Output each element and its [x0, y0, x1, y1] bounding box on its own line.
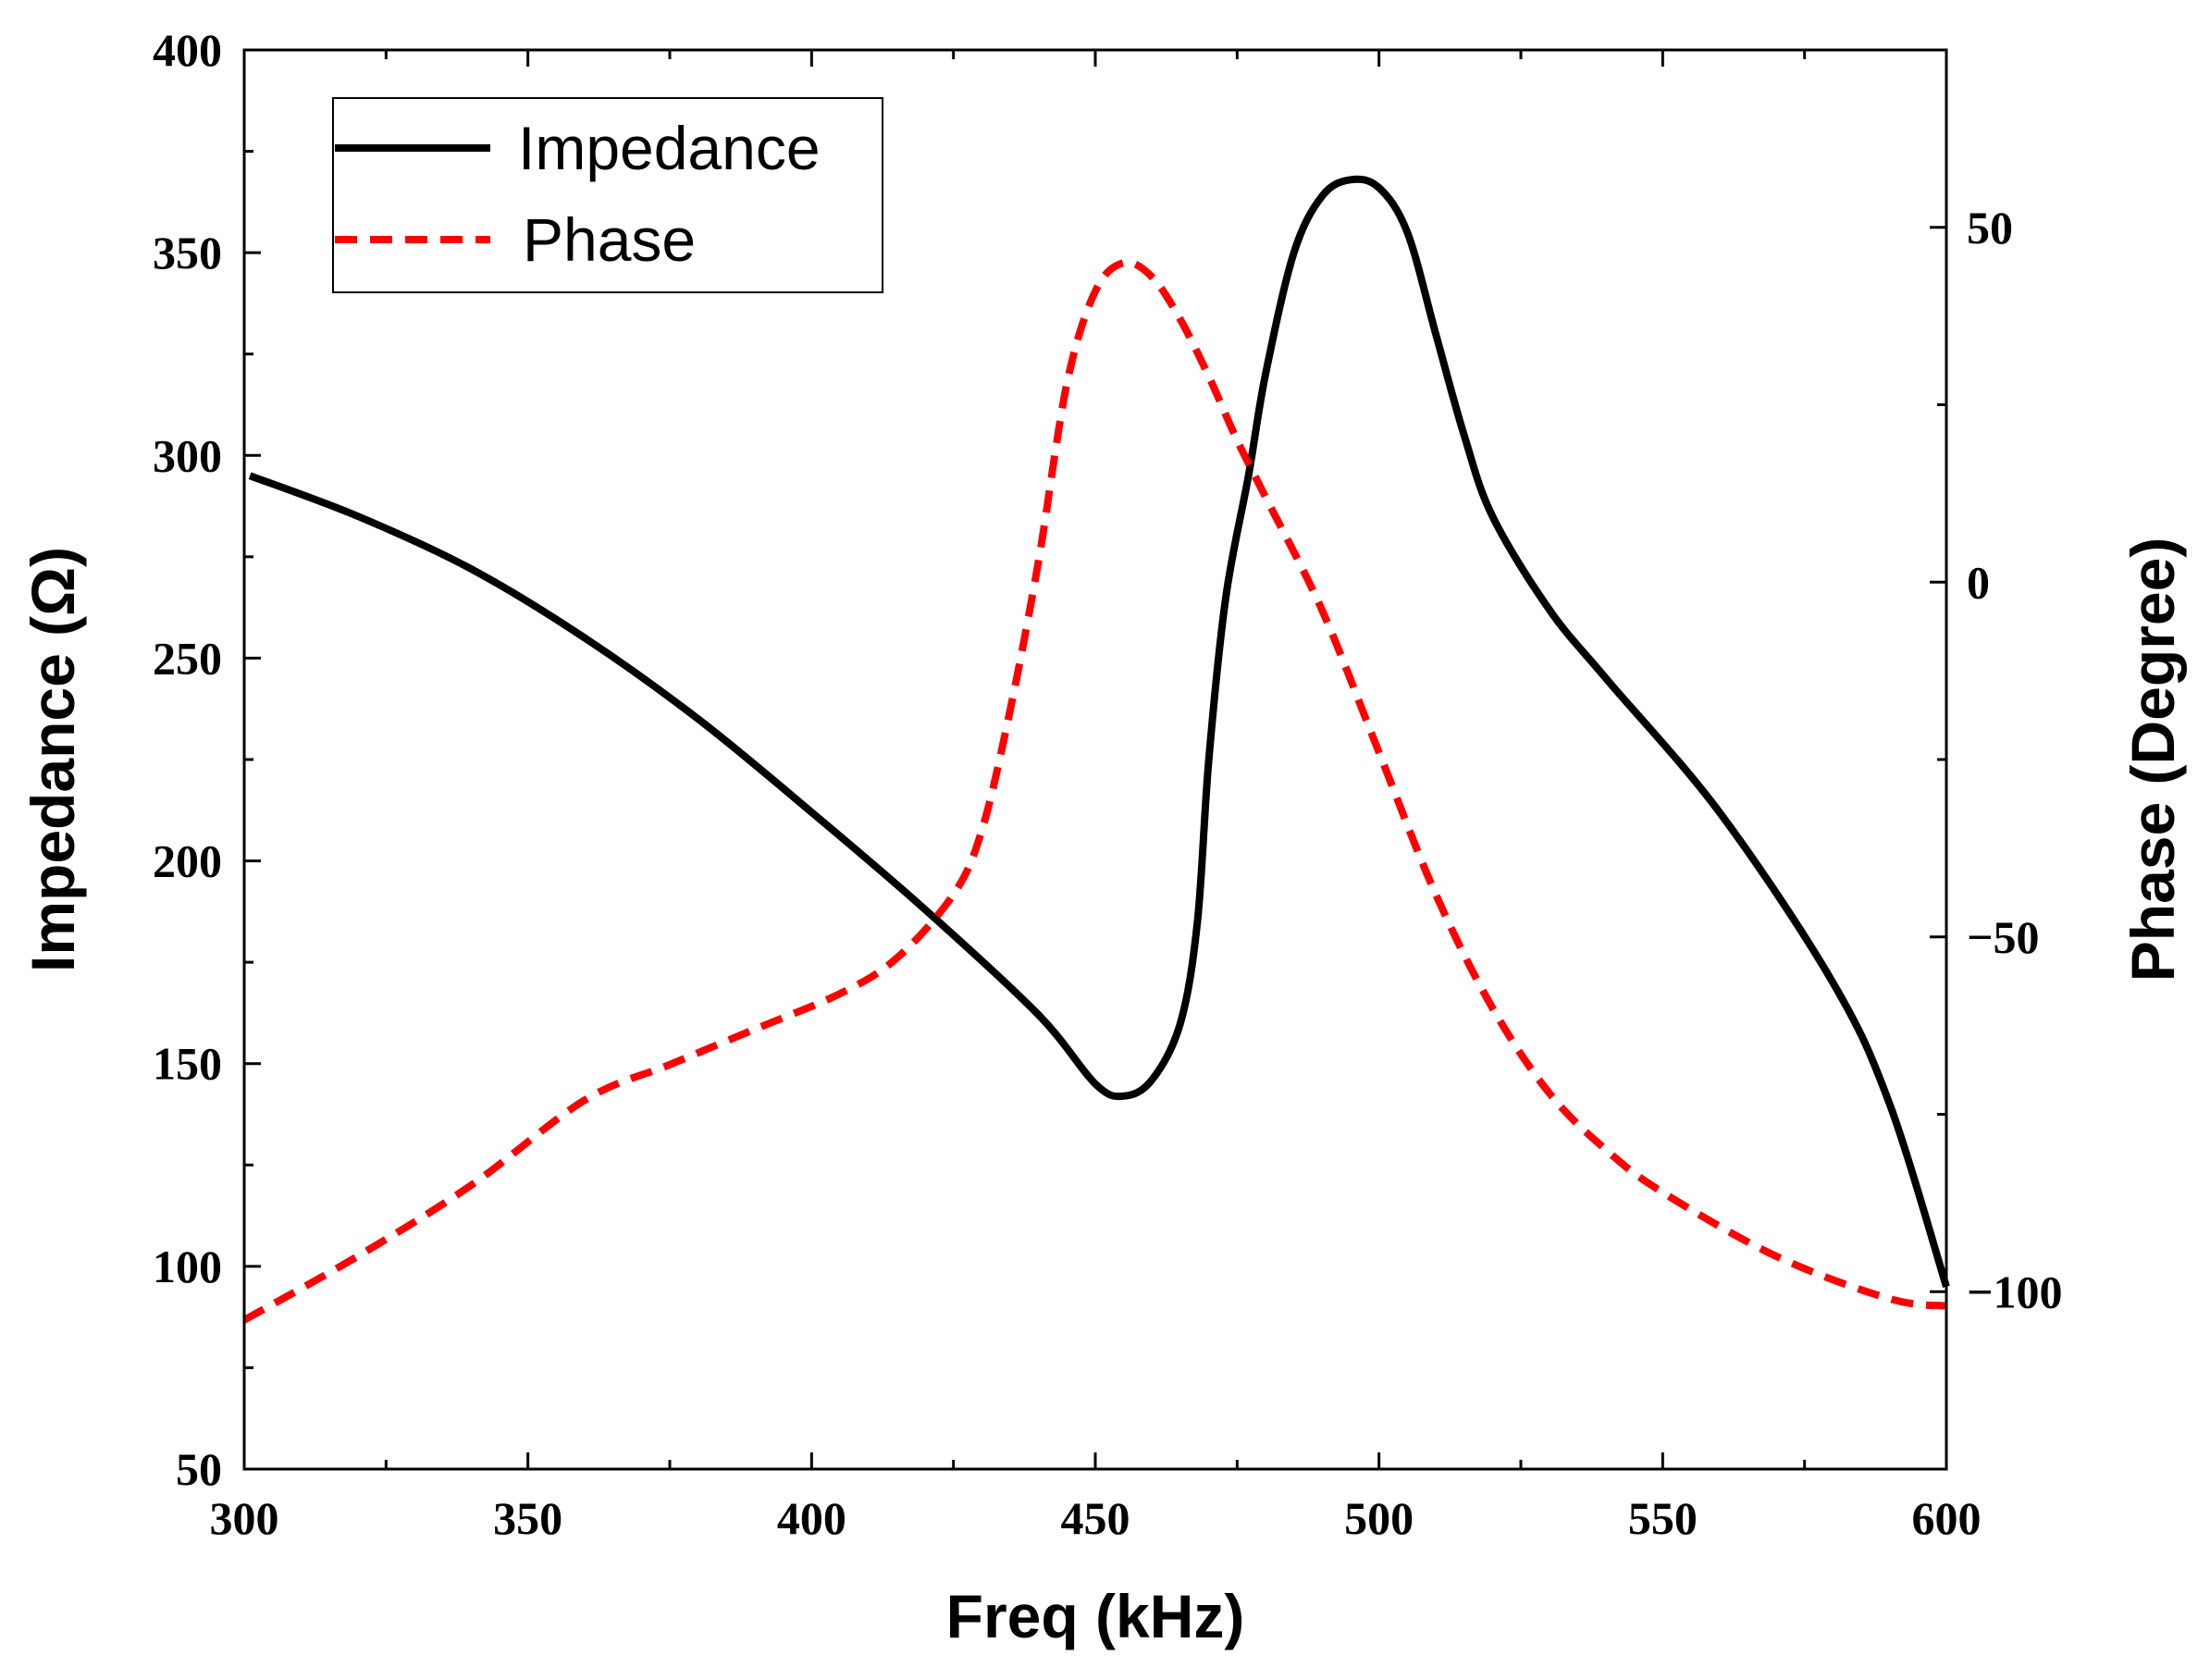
x-tick-label: 300: [210, 1492, 279, 1544]
x-tick-label: 400: [777, 1492, 846, 1544]
y-left-tick-label: 200: [153, 835, 222, 887]
y-left-tick-label: 50: [176, 1443, 222, 1495]
x-axis-title: Freq (kHz): [946, 1582, 1245, 1650]
plot-content: [242, 175, 1950, 1324]
legend: Impedance Phase: [332, 97, 883, 293]
y-left-tick-label: 300: [153, 429, 222, 481]
tick-labels: 300 350 400 450 500 550 6005010015020025030035…: [153, 24, 2063, 1544]
x-tick-label: 350: [493, 1492, 562, 1544]
x-tick-label: 450: [1061, 1492, 1130, 1544]
y-left-tick-label: 400: [153, 24, 222, 76]
series-line-phase: [242, 258, 1947, 1324]
y-left-axis-title: Impedance (Ω): [19, 547, 87, 972]
y-left-tick-label: 150: [153, 1038, 222, 1090]
y-right-tick-label: −50: [1967, 911, 2040, 963]
y-left-tick-label: 350: [153, 227, 222, 278]
x-tick-label: 550: [1628, 1492, 1698, 1544]
y-left-tick-label: 100: [153, 1241, 222, 1292]
y-right-tick-label: 0: [1967, 556, 1990, 608]
legend-box: [332, 97, 883, 293]
x-tick-label: 600: [1912, 1492, 1982, 1544]
legend-label-phase: Phase: [523, 205, 696, 274]
series-line-impedance: [248, 175, 1950, 1288]
y-right-tick-label: 50: [1967, 202, 2013, 253]
x-tick-label: 500: [1344, 1492, 1414, 1544]
y-right-axis-title: Phase (Degree): [2118, 537, 2187, 982]
tick-marks: [242, 48, 1948, 1471]
y-right-tick-label: −100: [1967, 1266, 2063, 1317]
legend-label-impedance: Impedance: [518, 114, 821, 182]
y-left-tick-label: 250: [153, 632, 222, 684]
